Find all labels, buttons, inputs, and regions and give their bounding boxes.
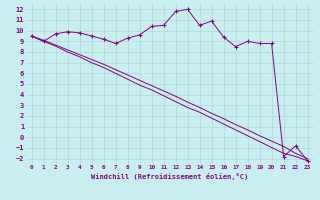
X-axis label: Windchill (Refroidissement éolien,°C): Windchill (Refroidissement éolien,°C): [91, 173, 248, 180]
